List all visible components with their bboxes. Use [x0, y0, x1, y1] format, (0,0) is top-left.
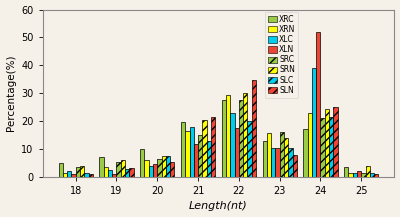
Bar [222, 100, 226, 177]
Bar [370, 173, 374, 177]
Bar [262, 141, 267, 177]
Y-axis label: Percentage(%): Percentage(%) [6, 55, 16, 132]
Bar [170, 161, 174, 177]
Bar [292, 155, 297, 177]
Bar [320, 118, 325, 177]
Bar [226, 95, 230, 177]
Bar [252, 80, 256, 177]
X-axis label: Length(nt): Length(nt) [189, 201, 248, 211]
Bar [202, 120, 207, 177]
Bar [121, 160, 125, 177]
Bar [248, 121, 252, 177]
Bar [58, 163, 63, 177]
Bar [162, 156, 166, 177]
Bar [284, 138, 288, 177]
Bar [243, 93, 248, 177]
Bar [190, 127, 194, 177]
Bar [185, 131, 190, 177]
Bar [211, 117, 215, 177]
Bar [198, 135, 202, 177]
Bar [348, 173, 353, 177]
Bar [329, 117, 333, 177]
Bar [125, 169, 129, 177]
Bar [288, 148, 292, 177]
Bar [271, 148, 276, 177]
Bar [303, 130, 308, 177]
Bar [344, 167, 348, 177]
Bar [71, 174, 76, 177]
Bar [234, 128, 239, 177]
Bar [194, 144, 198, 177]
Bar [112, 174, 116, 177]
Bar [99, 157, 104, 177]
Bar [374, 174, 378, 177]
Bar [76, 167, 80, 177]
Bar [239, 100, 243, 177]
Bar [353, 173, 357, 177]
Bar [276, 148, 280, 177]
Bar [80, 166, 84, 177]
Bar [116, 161, 121, 177]
Bar [104, 167, 108, 177]
Bar [308, 113, 312, 177]
Legend: XRC, XRN, XLC, XLN, SRC, SRN, SLC, SLN: XRC, XRN, XLC, XLN, SRC, SRN, SLC, SLN [264, 12, 298, 98]
Bar [207, 141, 211, 177]
Bar [280, 132, 284, 177]
Bar [312, 68, 316, 177]
Bar [140, 149, 144, 177]
Bar [357, 171, 361, 177]
Bar [366, 166, 370, 177]
Bar [63, 173, 67, 177]
Bar [325, 108, 329, 177]
Bar [333, 107, 338, 177]
Bar [181, 122, 185, 177]
Bar [267, 133, 271, 177]
Bar [129, 168, 134, 177]
Bar [157, 159, 162, 177]
Bar [84, 173, 88, 177]
Bar [108, 170, 112, 177]
Bar [153, 164, 157, 177]
Bar [144, 160, 149, 177]
Bar [149, 166, 153, 177]
Bar [316, 32, 320, 177]
Bar [88, 174, 93, 177]
Bar [361, 173, 366, 177]
Bar [230, 113, 234, 177]
Bar [166, 156, 170, 177]
Bar [67, 171, 71, 177]
